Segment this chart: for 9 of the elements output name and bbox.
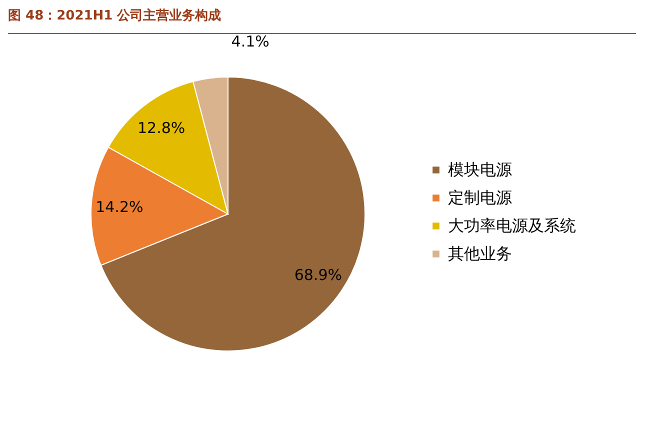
legend-label: 其他业务 — [448, 244, 512, 263]
legend-label: 模块电源 — [448, 160, 512, 179]
chart-title: 图 48：2021H1 公司主营业务构成 — [8, 7, 222, 24]
legend-label: 定制电源 — [448, 188, 512, 207]
data-label: 12.8% — [137, 119, 186, 138]
legend-label: 大功率电源及系统 — [448, 216, 576, 235]
data-label: 14.2% — [96, 198, 144, 216]
data-label: 4.1% — [231, 32, 270, 50]
data-label: 68.9% — [294, 266, 342, 284]
